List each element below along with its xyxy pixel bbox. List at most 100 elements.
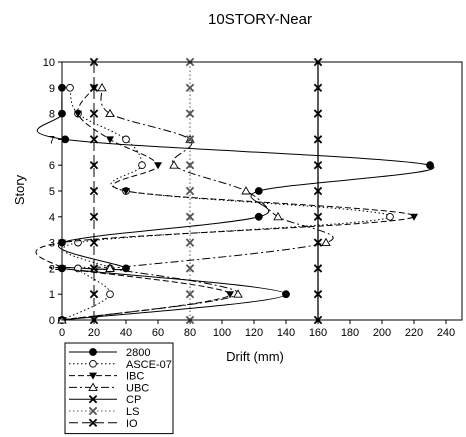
y-tick-label: 7 [49,134,55,146]
legend-label: UBC [126,382,149,394]
legend-label: 2800 [126,347,150,359]
data-point-asce-07 [138,161,146,170]
y-tick-label: 4 [49,212,55,224]
y-tick-label: 9 [49,83,55,95]
data-point-2800 [426,161,434,170]
x-tick-label: 180 [341,327,359,339]
x-tick-label: 80 [184,327,196,339]
data-point-cp [313,109,323,118]
data-point-ibc [74,110,82,118]
legend-item-ls: LS [69,406,139,418]
data-point-ls [185,238,195,247]
legend-label: IO [126,418,138,430]
legend-item-cp: CP [69,394,141,406]
data-point-2800 [61,135,70,144]
data-point-ibc [106,136,114,144]
legend-item-ubc: UBC [69,382,149,394]
x-axis-label: Drift (mm) [226,349,284,364]
legend-marker-2800 [89,348,97,356]
data-point-io [89,212,99,222]
data-point-cp [313,135,323,144]
series-2800 [36,83,435,324]
data-point-2800 [282,290,290,299]
data-point-ls [185,135,195,144]
x-tick-label: 20 [88,327,100,339]
x-tick-label: 0 [59,327,65,339]
legend-label: LS [126,406,139,418]
data-point-ubc [97,82,107,92]
chart-title: 10STORY-Near [208,11,312,28]
legend-marker-cp [88,394,98,404]
y-tick-label: 3 [49,238,55,250]
data-point-ubc [241,186,251,195]
legend-label: IBC [126,371,144,383]
legend-label: CP [126,394,141,406]
data-point-cp [313,238,323,247]
legend-item-ibc: IBC [69,371,144,383]
data-point-asce-07 [106,290,114,299]
data-point-io [89,135,99,144]
data-point-ubc [273,211,283,221]
data-point-cp [313,186,323,196]
series-cp [313,57,323,325]
data-point-ls [185,264,195,273]
data-point-ibc [410,213,418,221]
series-layer [35,57,435,325]
series-io [89,57,99,325]
legend-item-io: IO [69,418,138,430]
y-axis-ticks: 0 1 2 3 4 5 6 7 8 9 10 [43,57,62,327]
data-point-io [89,160,99,170]
legend-marker-ibc [89,372,97,380]
data-point-ibc [122,188,130,195]
legend-label: ASCE-07 [126,359,172,371]
data-point-ls [185,160,195,170]
legend-box [64,342,174,435]
data-point-cp [313,289,323,299]
data-point-ls [185,212,195,222]
legend-item-2800: 2800 [69,347,150,359]
x-tick-label: 40 [120,327,132,339]
y-tick-label: 6 [49,160,55,172]
data-point-io [89,83,99,93]
data-point-2800 [254,212,263,221]
series-line-2800 [36,87,435,321]
y-tick-label: 2 [49,263,55,275]
legend-marker-ls [88,406,98,416]
x-axis-ticks: 0 20 40 60 80 100 120 140 160 180 200 220 240 [59,320,455,339]
data-point-2800 [254,187,263,195]
data-point-asce-07 [66,83,74,92]
y-tick-label: 0 [49,315,55,327]
data-point-io [89,186,99,196]
x-tick-label: 160 [309,327,327,339]
legend-marker-io [88,418,98,428]
x-tick-label: 60 [152,327,164,339]
data-point-cp [313,83,323,93]
legend-marker-ubc [88,382,98,391]
x-tick-label: 200 [373,327,391,339]
data-point-ubc [233,289,243,298]
y-tick-label: 5 [49,186,55,198]
data-point-asce-07 [122,135,130,144]
data-point-ubc [169,160,179,169]
data-point-io [89,289,99,299]
series-ubc [57,82,334,324]
data-point-ibc [154,162,162,170]
y-tick-label: 8 [49,109,55,121]
series-ls [185,57,195,325]
data-point-ls [185,109,195,118]
data-point-asce-07 [386,212,394,221]
x-tick-label: 140 [277,327,295,339]
legend-marker-asce-07 [89,359,97,368]
series-line-ibc [35,87,415,321]
data-point-io [89,264,99,273]
data-point-ubc [105,263,115,272]
x-tick-label: 220 [405,327,423,339]
data-point-cp [313,212,323,222]
data-point-io [89,109,99,118]
x-tick-label: 240 [437,327,455,339]
data-point-cp [313,160,323,170]
data-point-ls [185,83,195,93]
data-point-ubc [105,108,115,118]
data-point-io [89,238,99,247]
